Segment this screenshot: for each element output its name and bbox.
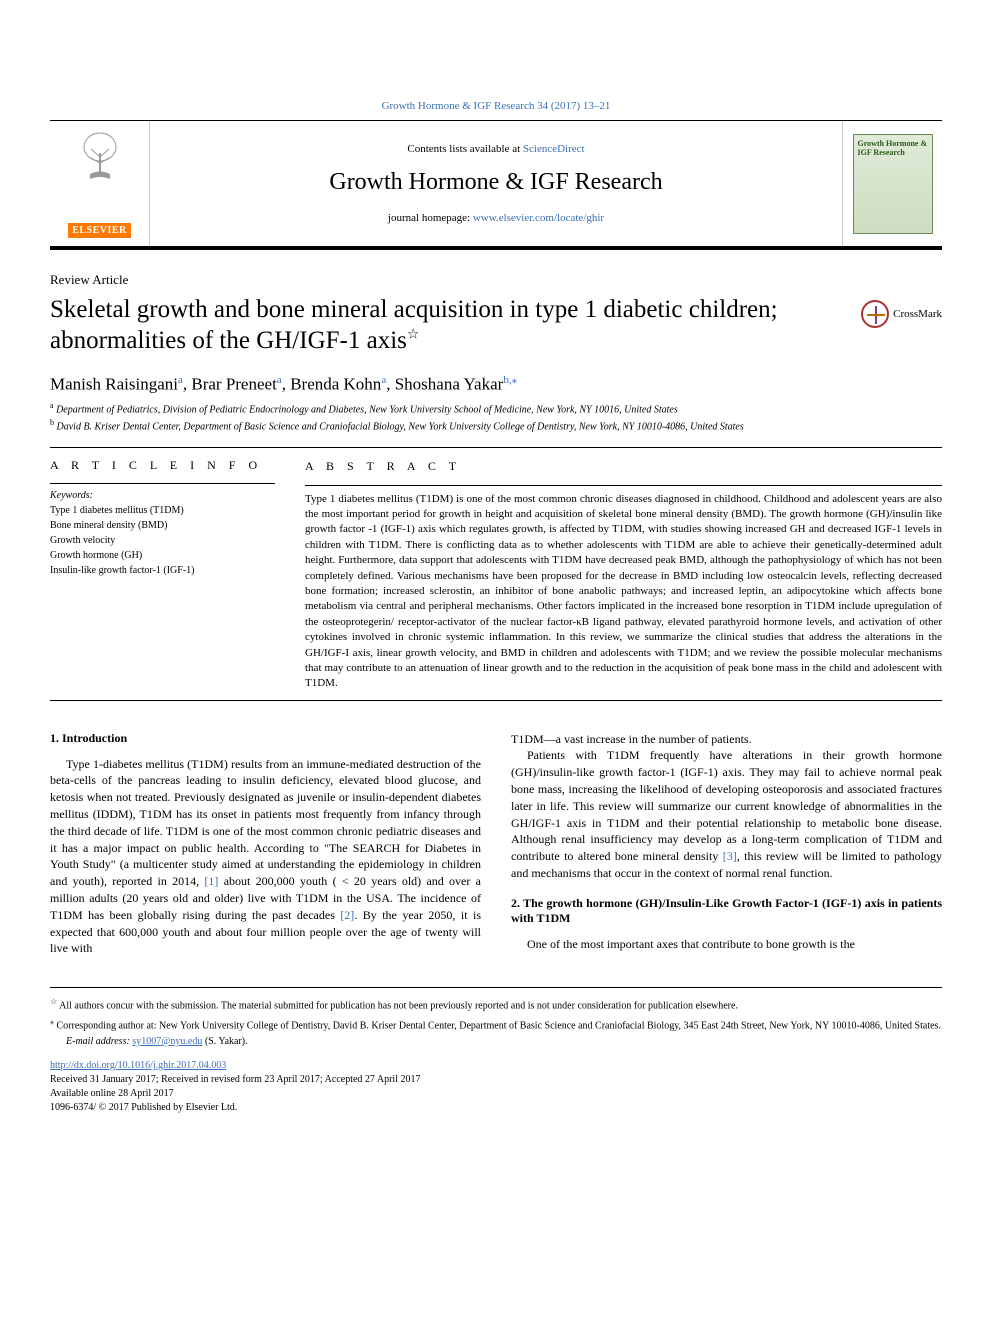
title-line2: abnormalities of the GH/IGF-1 axis: [50, 327, 407, 354]
journal-homepage-link[interactable]: www.elsevier.com/locate/ghir: [473, 212, 604, 224]
affiliations: a Department of Pediatrics, Division of …: [50, 400, 942, 435]
section-1-para: Type 1-diabetes mellitus (T1DM) results …: [50, 756, 481, 958]
crossmark-label: CrossMark: [893, 308, 942, 320]
para-text: Type 1-diabetes mellitus (T1DM) results …: [50, 757, 481, 889]
abstract-heading: A B S T R A C T: [305, 458, 942, 475]
homepage-prefix: journal homepage:: [388, 212, 473, 224]
keyword-item: Type 1 diabetes mellitus (T1DM): [50, 503, 275, 518]
author-list: Manish Raisingania, Brar Preneeta, Brend…: [50, 373, 942, 395]
journal-cover-thumbnail: Growth Hormone & IGF Research: [853, 134, 933, 234]
publication-info: http://dx.doi.org/10.1016/j.ghir.2017.04…: [50, 1059, 942, 1115]
section-1-heading: 1. Introduction: [50, 731, 481, 746]
keywords-label: Keywords:: [50, 490, 275, 501]
header-center: Contents lists available at ScienceDirec…: [150, 121, 842, 246]
article-info-heading: A R T I C L E I N F O: [50, 458, 275, 473]
author-3-aff: a: [381, 374, 386, 386]
footnote-corr-text: Corresponding author at: New York Univer…: [54, 1020, 941, 1031]
title-line1: Skeletal growth and bone mineral acquisi…: [50, 296, 778, 323]
ref-3-link[interactable]: [3]: [723, 849, 737, 863]
article-type: Review Article: [50, 272, 942, 288]
keywords-list: Type 1 diabetes mellitus (T1DM) Bone min…: [50, 503, 275, 578]
aff-b-text: David B. Kriser Dental Center, Departmen…: [57, 422, 744, 433]
journal-cover-block: Growth Hormone & IGF Research: [842, 121, 942, 246]
footnote-star-text: All authors concur with the submission. …: [57, 1001, 738, 1012]
section-2-para: One of the most important axes that cont…: [511, 936, 942, 953]
author-4-aff: b,: [503, 374, 511, 386]
author-1-aff: a: [178, 374, 183, 386]
publisher-logo-block: ELSEVIER: [50, 121, 150, 246]
crossmark-badge[interactable]: CrossMark: [861, 300, 942, 328]
journal-header: ELSEVIER Contents lists available at Sci…: [50, 120, 942, 250]
contents-prefix: Contents lists available at: [407, 143, 522, 155]
keyword-item: Growth velocity: [50, 533, 275, 548]
copyright-line: 1096-6374/ © 2017 Published by Elsevier …: [50, 1101, 942, 1115]
journal-name: Growth Hormone & IGF Research: [329, 169, 662, 196]
aff-a-label: a: [50, 401, 54, 410]
journal-homepage-line: journal homepage: www.elsevier.com/locat…: [388, 212, 604, 224]
body-columns: 1. Introduction Type 1-diabetes mellitus…: [50, 731, 942, 958]
crossmark-icon: [861, 300, 889, 328]
column-left: 1. Introduction Type 1-diabetes mellitus…: [50, 731, 481, 958]
ref-1-link[interactable]: [1]: [204, 874, 218, 888]
aff-a-text: Department of Pediatrics, Division of Pe…: [56, 404, 678, 415]
abstract-column: A B S T R A C T Type 1 diabetes mellitus…: [305, 458, 942, 692]
author-3: Brenda Kohn: [290, 374, 381, 393]
footnote-corresponding: ⁎ Corresponding author at: New York Univ…: [50, 1016, 942, 1033]
available-online-date: Available online 28 April 2017: [50, 1087, 942, 1101]
aff-b-label: b: [50, 418, 54, 427]
affiliation-b: b David B. Kriser Dental Center, Departm…: [50, 417, 942, 434]
column-right: T1DM—a vast increase in the number of pa…: [511, 731, 942, 958]
info-divider: [50, 483, 275, 484]
keyword-item: Bone mineral density (BMD): [50, 518, 275, 533]
journal-citation[interactable]: Growth Hormone & IGF Research 34 (2017) …: [50, 100, 942, 112]
email-author: (S. Yakar).: [202, 1036, 247, 1047]
corresponding-email-link[interactable]: sy1007@nyu.edu: [132, 1036, 202, 1047]
affiliation-a: a Department of Pediatrics, Division of …: [50, 400, 942, 417]
elsevier-wordmark: ELSEVIER: [68, 223, 131, 238]
divider: [50, 700, 942, 701]
keyword-item: Insulin-like growth factor-1 (IGF-1): [50, 563, 275, 578]
author-4: Shoshana Yakar: [395, 374, 504, 393]
contents-available-line: Contents lists available at ScienceDirec…: [407, 143, 584, 155]
para-text: Patients with T1DM frequently have alter…: [511, 748, 942, 863]
abstract-text: Type 1 diabetes mellitus (T1DM) is one o…: [305, 492, 942, 692]
doi-link[interactable]: http://dx.doi.org/10.1016/j.ghir.2017.04…: [50, 1060, 226, 1071]
footnote-star: ☆ All authors concur with the submission…: [50, 996, 942, 1013]
email-label: E-mail address:: [66, 1036, 132, 1047]
footnotes: ☆ All authors concur with the submission…: [50, 987, 942, 1049]
article-info-column: A R T I C L E I N F O Keywords: Type 1 d…: [50, 458, 275, 692]
section-2-heading: 2. The growth hormone (GH)/Insulin-Like …: [511, 896, 942, 926]
ref-2-link[interactable]: [2]: [340, 908, 354, 922]
divider: [50, 447, 942, 448]
received-dates: Received 31 January 2017; Received in re…: [50, 1073, 942, 1087]
col2-para2: Patients with T1DM frequently have alter…: [511, 747, 942, 881]
elsevier-tree-icon: [75, 129, 125, 194]
abstract-divider: [305, 485, 942, 486]
col2-continuation: T1DM—a vast increase in the number of pa…: [511, 731, 942, 748]
author-1: Manish Raisingani: [50, 374, 178, 393]
footnote-email: E-mail address: sy1007@nyu.edu (S. Yakar…: [50, 1035, 942, 1049]
article-title: Skeletal growth and bone mineral acquisi…: [50, 294, 841, 357]
author-4-corresponding: ⁎: [512, 374, 518, 386]
sciencedirect-link[interactable]: ScienceDirect: [523, 143, 585, 155]
author-2: Brar Preneet: [191, 374, 276, 393]
keyword-item: Growth hormone (GH): [50, 548, 275, 563]
author-2-aff: a: [277, 374, 282, 386]
title-footnote-star: ☆: [407, 328, 420, 343]
